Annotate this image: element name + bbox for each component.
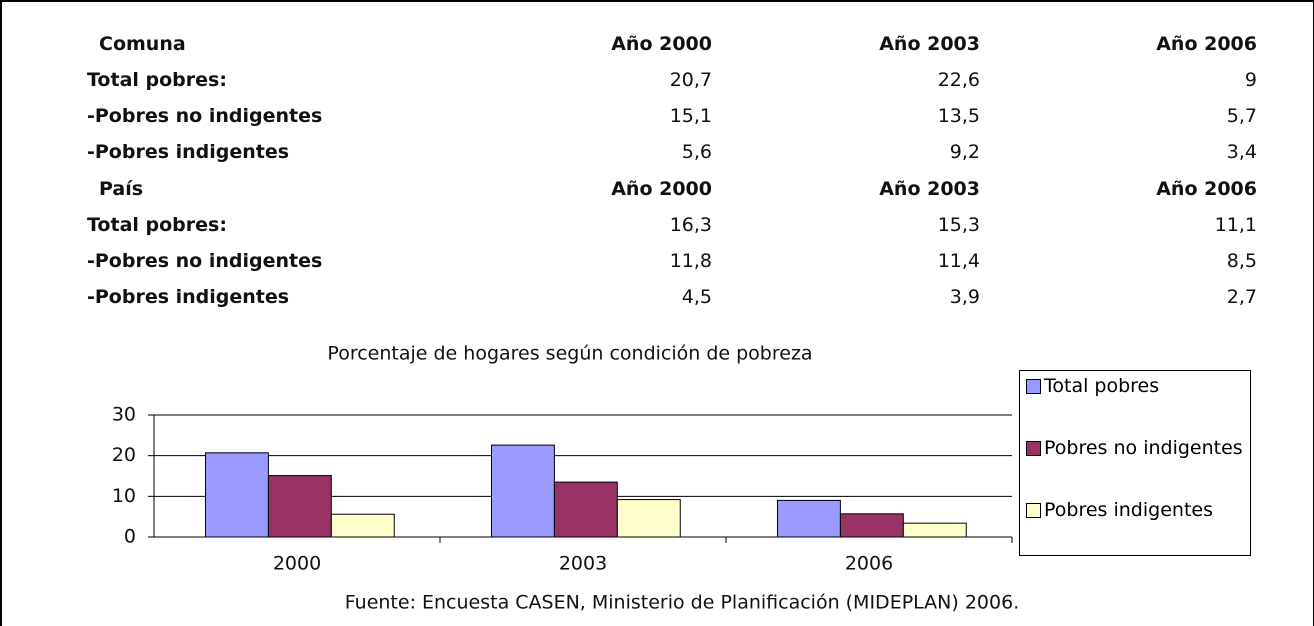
table-cell: 9,2 <box>949 141 980 163</box>
bar <box>267 475 332 538</box>
table-header: Año 2006 <box>1156 178 1257 200</box>
y-tick-label: 10 <box>112 485 136 507</box>
legend-item: Pobres indigentes <box>1026 499 1249 521</box>
table-header: País <box>99 178 144 200</box>
table-cell: 11,4 <box>937 250 980 272</box>
bar <box>330 513 395 538</box>
table-cell: 15,3 <box>937 214 980 236</box>
legend-item: Pobres no indigentes <box>1026 437 1249 459</box>
y-tick-label: 30 <box>112 404 136 426</box>
table-cell: 13,5 <box>937 105 980 127</box>
table-cell: 4,5 <box>681 286 712 308</box>
legend-label: Pobres indigentes <box>1044 499 1213 521</box>
x-tick-label: 2006 <box>845 553 893 575</box>
legend-label: Pobres no indigentes <box>1044 437 1243 459</box>
bar <box>204 452 269 538</box>
table-header: Año 2006 <box>1156 33 1257 55</box>
legend-swatch <box>1026 503 1041 518</box>
bar <box>776 499 841 538</box>
bar <box>490 444 555 538</box>
table-header: Año 2000 <box>611 33 712 55</box>
legend-item: Total pobres <box>1026 375 1249 397</box>
table-header: Año 2000 <box>611 178 712 200</box>
row-label: -Pobres indigentes <box>87 286 290 308</box>
table-cell: 3,4 <box>1226 141 1257 163</box>
table-cell: 11,8 <box>669 250 712 272</box>
table-cell: 5,7 <box>1226 105 1257 127</box>
table-cell: 20,7 <box>669 69 712 91</box>
legend-swatch <box>1026 441 1041 456</box>
table-cell: 8,5 <box>1226 250 1257 272</box>
table-cell: 15,1 <box>669 105 712 127</box>
row-label: Total pobres: <box>87 69 227 91</box>
row-label: -Pobres no indigentes <box>87 250 323 272</box>
legend-label: Total pobres <box>1044 375 1160 397</box>
bar <box>902 522 967 538</box>
table-cell: 16,3 <box>669 214 712 236</box>
table-header: Comuna <box>99 33 186 55</box>
bar <box>616 499 681 538</box>
x-tick-label: 2000 <box>273 553 321 575</box>
bar <box>839 513 904 538</box>
y-tick-label: 20 <box>112 444 136 466</box>
table-cell: 22,6 <box>937 69 980 91</box>
table-header: Año 2003 <box>879 33 980 55</box>
y-tick-label: 0 <box>124 526 136 548</box>
table-cell: 11,1 <box>1214 214 1257 236</box>
row-label: Total pobres: <box>87 214 227 236</box>
table-header: Año 2003 <box>879 178 980 200</box>
x-tick-label: 2003 <box>559 553 607 575</box>
bar <box>553 481 618 538</box>
table-cell: 9 <box>1244 69 1257 91</box>
chart-title: Porcentaje de hogares según condición de… <box>327 343 812 365</box>
legend-swatch <box>1026 379 1041 394</box>
legend: Total pobres Pobres no indigentes Pobres i… <box>1019 370 1251 556</box>
row-label: -Pobres no indigentes <box>87 105 323 127</box>
row-label: -Pobres indigentes <box>87 141 290 163</box>
table-cell: 3,9 <box>949 286 980 308</box>
table-cell: 5,6 <box>681 141 712 163</box>
table-cell: 2,7 <box>1226 286 1257 308</box>
source-note: Fuente: Encuesta CASEN, Ministerio de Pl… <box>345 592 1019 614</box>
